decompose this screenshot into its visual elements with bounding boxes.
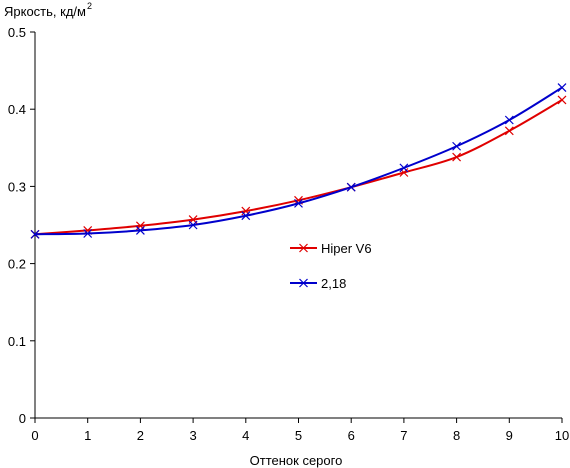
marker-stroke — [188, 220, 198, 230]
marker-stroke — [299, 278, 308, 288]
marker-stroke — [299, 243, 308, 253]
legend-label: Hiper V6 — [321, 241, 372, 256]
data-point — [452, 152, 462, 162]
marker-stroke — [452, 152, 462, 162]
y-axis-label: Яркость, кд/м — [4, 4, 86, 19]
marker-stroke — [294, 195, 303, 205]
x-tick-label: 6 — [348, 428, 355, 443]
marker-stroke — [83, 229, 93, 238]
data-point — [452, 141, 462, 151]
data-point — [188, 220, 198, 230]
legend-swatch-marker — [299, 278, 308, 288]
series-1 — [30, 95, 567, 239]
data-point — [557, 83, 567, 93]
x-tick-label: 4 — [242, 428, 249, 443]
y-tick-label: 0 — [19, 411, 26, 426]
data-point — [241, 211, 251, 221]
data-point — [294, 198, 303, 208]
marker-stroke — [504, 115, 514, 125]
y-axis-label-superscript: 2 — [87, 1, 92, 11]
series-line — [34, 86, 563, 236]
x-tick-label: 3 — [189, 428, 196, 443]
series-layer — [30, 83, 567, 239]
x-axis-label: Оттенок серого — [250, 453, 343, 468]
x-tick-label: 7 — [400, 428, 407, 443]
marker-stroke — [557, 83, 567, 93]
legend: Hiper V6 2,18 — [290, 241, 372, 291]
y-tick-label: 0.4 — [8, 102, 26, 117]
legend-label: 2,18 — [321, 276, 346, 291]
marker-stroke — [294, 198, 303, 208]
marker-stroke — [135, 225, 145, 235]
series-line — [34, 99, 563, 236]
x-axis-ticks: 0 1 2 3 4 5 6 7 8 9 10 — [31, 418, 569, 443]
data-point — [504, 126, 514, 136]
axes — [34, 32, 562, 419]
y-axis-ticks: 0 0.1 0.2 0.3 0.4 0.5 — [8, 25, 35, 426]
data-point — [346, 182, 356, 192]
x-tick-label: 10 — [555, 428, 569, 443]
x-tick-label: 9 — [506, 428, 513, 443]
x-tick-label: 8 — [453, 428, 460, 443]
x-tick-label: 5 — [295, 428, 302, 443]
y-tick-label: 0.2 — [8, 257, 26, 272]
legend-swatch-marker — [299, 243, 308, 253]
x-tick-label: 1 — [84, 428, 91, 443]
data-point — [399, 163, 409, 173]
y-tick-label: 0.3 — [8, 179, 26, 194]
data-point — [83, 229, 93, 238]
marker-stroke — [346, 182, 356, 192]
marker-stroke — [504, 126, 514, 136]
series-2 — [30, 83, 567, 239]
x-tick-label: 0 — [31, 428, 38, 443]
y-tick-label: 0.1 — [8, 334, 26, 349]
x-tick-label: 2 — [137, 428, 144, 443]
marker-stroke — [452, 141, 462, 151]
marker-stroke — [241, 211, 251, 221]
legend-item: Hiper V6 — [290, 241, 372, 256]
marker-stroke — [399, 163, 409, 173]
data-point — [504, 115, 514, 125]
marker-stroke — [557, 95, 567, 105]
legend-item: 2,18 — [290, 276, 346, 291]
y-tick-label: 0.5 — [8, 25, 26, 40]
data-point — [30, 229, 40, 239]
data-point — [557, 95, 567, 105]
marker-stroke — [30, 229, 40, 239]
y-axis-title: Яркость, кд/м 2 — [4, 1, 92, 19]
data-point — [135, 225, 145, 235]
